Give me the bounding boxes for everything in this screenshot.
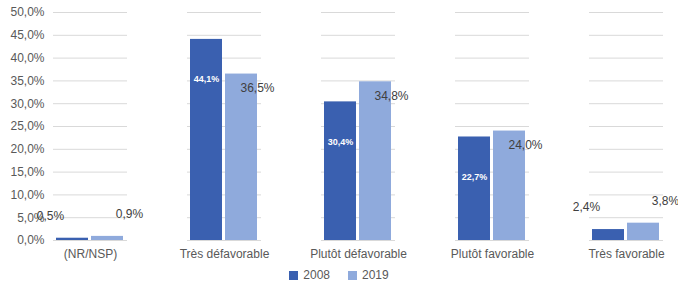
svg-text:50,0%: 50,0% [10, 5, 44, 19]
svg-text:36,5%: 36,5% [240, 81, 274, 95]
svg-text:Très défavorable: Très défavorable [180, 247, 270, 261]
svg-text:44,1%: 44,1% [194, 74, 220, 84]
svg-text:2,4%: 2,4% [573, 200, 601, 214]
svg-text:22,7%: 22,7% [462, 172, 488, 182]
html-text:2008: 2008 [303, 268, 330, 282]
svg-text:45,0%: 45,0% [10, 28, 44, 42]
svg-text:5,0%: 5,0% [17, 210, 45, 225]
html-text:2019: 2019 [362, 268, 389, 282]
svg-text:10,0%: 10,0% [10, 188, 44, 202]
svg-text:15,0%: 15,0% [10, 165, 44, 179]
svg-text:25,0%: 25,0% [10, 119, 44, 133]
svg-text:Très favorable: Très favorable [588, 247, 665, 261]
svg-text:40,0%: 40,0% [10, 51, 44, 65]
svg-text:0,9%: 0,9% [116, 207, 144, 221]
svg-text:34,8%: 34,8% [374, 89, 408, 103]
svg-text:24,0%: 24,0% [508, 138, 542, 152]
svg-text:20,0%: 20,0% [10, 142, 44, 156]
svg-text:35,0%: 35,0% [10, 74, 44, 88]
svg-text:30,0%: 30,0% [10, 97, 44, 111]
svg-text:0,0%: 0,0% [17, 233, 45, 247]
svg-text:Plutôt favorable: Plutôt favorable [451, 247, 535, 261]
svg-text:(NR/NSP): (NR/NSP) [64, 247, 117, 261]
svg-text:30,4%: 30,4% [328, 137, 354, 147]
svg-text:0,5%: 0,5% [37, 209, 65, 223]
svg-text:3,8%: 3,8% [652, 194, 678, 208]
svg-text:Plutôt défavorable: Plutôt défavorable [310, 247, 407, 261]
